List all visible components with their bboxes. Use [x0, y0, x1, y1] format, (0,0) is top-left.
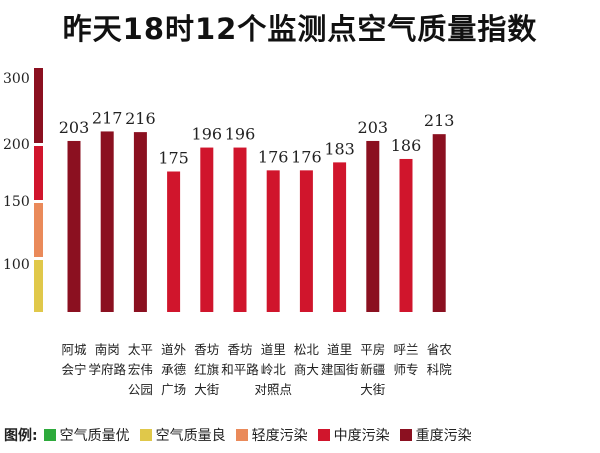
y-tick-label: 300 [3, 71, 30, 87]
legend-label: 空气质量良 [155, 428, 226, 444]
legend-swatch [235, 429, 248, 441]
bar [299, 170, 313, 312]
bar [233, 147, 247, 312]
category-label: 师专 [393, 362, 418, 377]
category-label: 和平路 [221, 362, 259, 377]
category-label: 学府路 [88, 362, 126, 377]
category-label: 道里 [261, 342, 286, 357]
legend-swatch [317, 429, 330, 441]
category-label: 会宁 [61, 362, 86, 377]
legend: 图例: 空气质量优 空气质量良 轻度污染 中度污染 重度污染 [4, 422, 482, 448]
bar-value-label: 217 [92, 108, 123, 127]
y-tick-label: 100 [3, 257, 30, 273]
category-label: 公园 [128, 382, 153, 397]
legend-title: 图例: [4, 428, 38, 444]
scale-segment [34, 68, 43, 143]
bar-value-label: 176 [291, 147, 322, 166]
bar-value-label: 186 [391, 136, 422, 155]
category-label: 红旗 [194, 362, 219, 377]
category-label: 松北 [294, 342, 320, 357]
bar [100, 131, 114, 312]
bar [200, 147, 214, 312]
legend-label: 轻度污染 [251, 428, 308, 444]
category-label: 科院 [427, 362, 453, 377]
y-tick-label: 200 [3, 137, 30, 153]
category-label: 香坊 [227, 342, 252, 357]
legend-label: 中度污染 [333, 428, 390, 444]
bar-value-label: 203 [358, 118, 389, 137]
legend-swatch [43, 429, 56, 441]
scale-segment [34, 260, 43, 312]
category-label: 大街 [194, 382, 219, 397]
category-label: 道外 [161, 342, 187, 357]
bar-value-label: 216 [125, 109, 156, 128]
bar [167, 171, 181, 312]
bar [266, 170, 280, 312]
chart-title: 昨天18时12个监测点空气质量指数 [62, 12, 538, 46]
category-label: 阿城 [61, 342, 87, 357]
bar-value-label: 176 [258, 147, 289, 166]
category-label: 宏伟 [128, 362, 153, 377]
bar [399, 158, 413, 312]
category-label: 对照点 [254, 382, 292, 397]
bar-value-label: 175 [158, 149, 189, 168]
legend-swatch [139, 429, 152, 441]
category-label: 承德 [161, 362, 187, 377]
legend-item: 轻度污染 [235, 425, 308, 445]
bar [333, 162, 347, 312]
bar [366, 140, 380, 312]
scale-segment [34, 203, 43, 257]
legend-swatch [399, 429, 412, 441]
bar [67, 140, 81, 312]
category-label: 省农 [427, 342, 453, 357]
category-label: 岭北 [261, 362, 287, 377]
bar-value-label: 196 [192, 125, 223, 144]
category-label: 广场 [161, 382, 186, 397]
legend-label: 重度污染 [415, 428, 472, 444]
category-label: 香坊 [194, 342, 219, 357]
legend-item: 空气质量良 [139, 425, 226, 445]
category-label: 道里 [327, 342, 352, 357]
bar-value-label: 203 [59, 118, 90, 137]
bar [432, 134, 446, 312]
category-label: 大街 [360, 382, 385, 397]
bar-value-label: 183 [324, 139, 355, 158]
category-label: 呼兰 [393, 342, 418, 357]
legend-item: 重度污染 [399, 425, 472, 445]
bar [133, 132, 147, 312]
y-tick-label: 150 [3, 194, 30, 210]
bar-value-label: 213 [424, 111, 455, 130]
legend-label: 空气质量优 [59, 428, 130, 444]
category-label: 商大 [294, 362, 319, 377]
legend-item: 空气质量优 [43, 425, 130, 445]
category-label: 平房 [360, 342, 385, 357]
category-label: 南岗 [95, 342, 120, 357]
scale-segment [34, 146, 43, 200]
legend-item: 中度污染 [317, 425, 390, 445]
category-label: 新疆 [360, 362, 385, 377]
category-label: 太平 [128, 342, 153, 357]
bar-value-label: 196 [225, 125, 256, 144]
category-label: 建国街 [321, 362, 359, 377]
